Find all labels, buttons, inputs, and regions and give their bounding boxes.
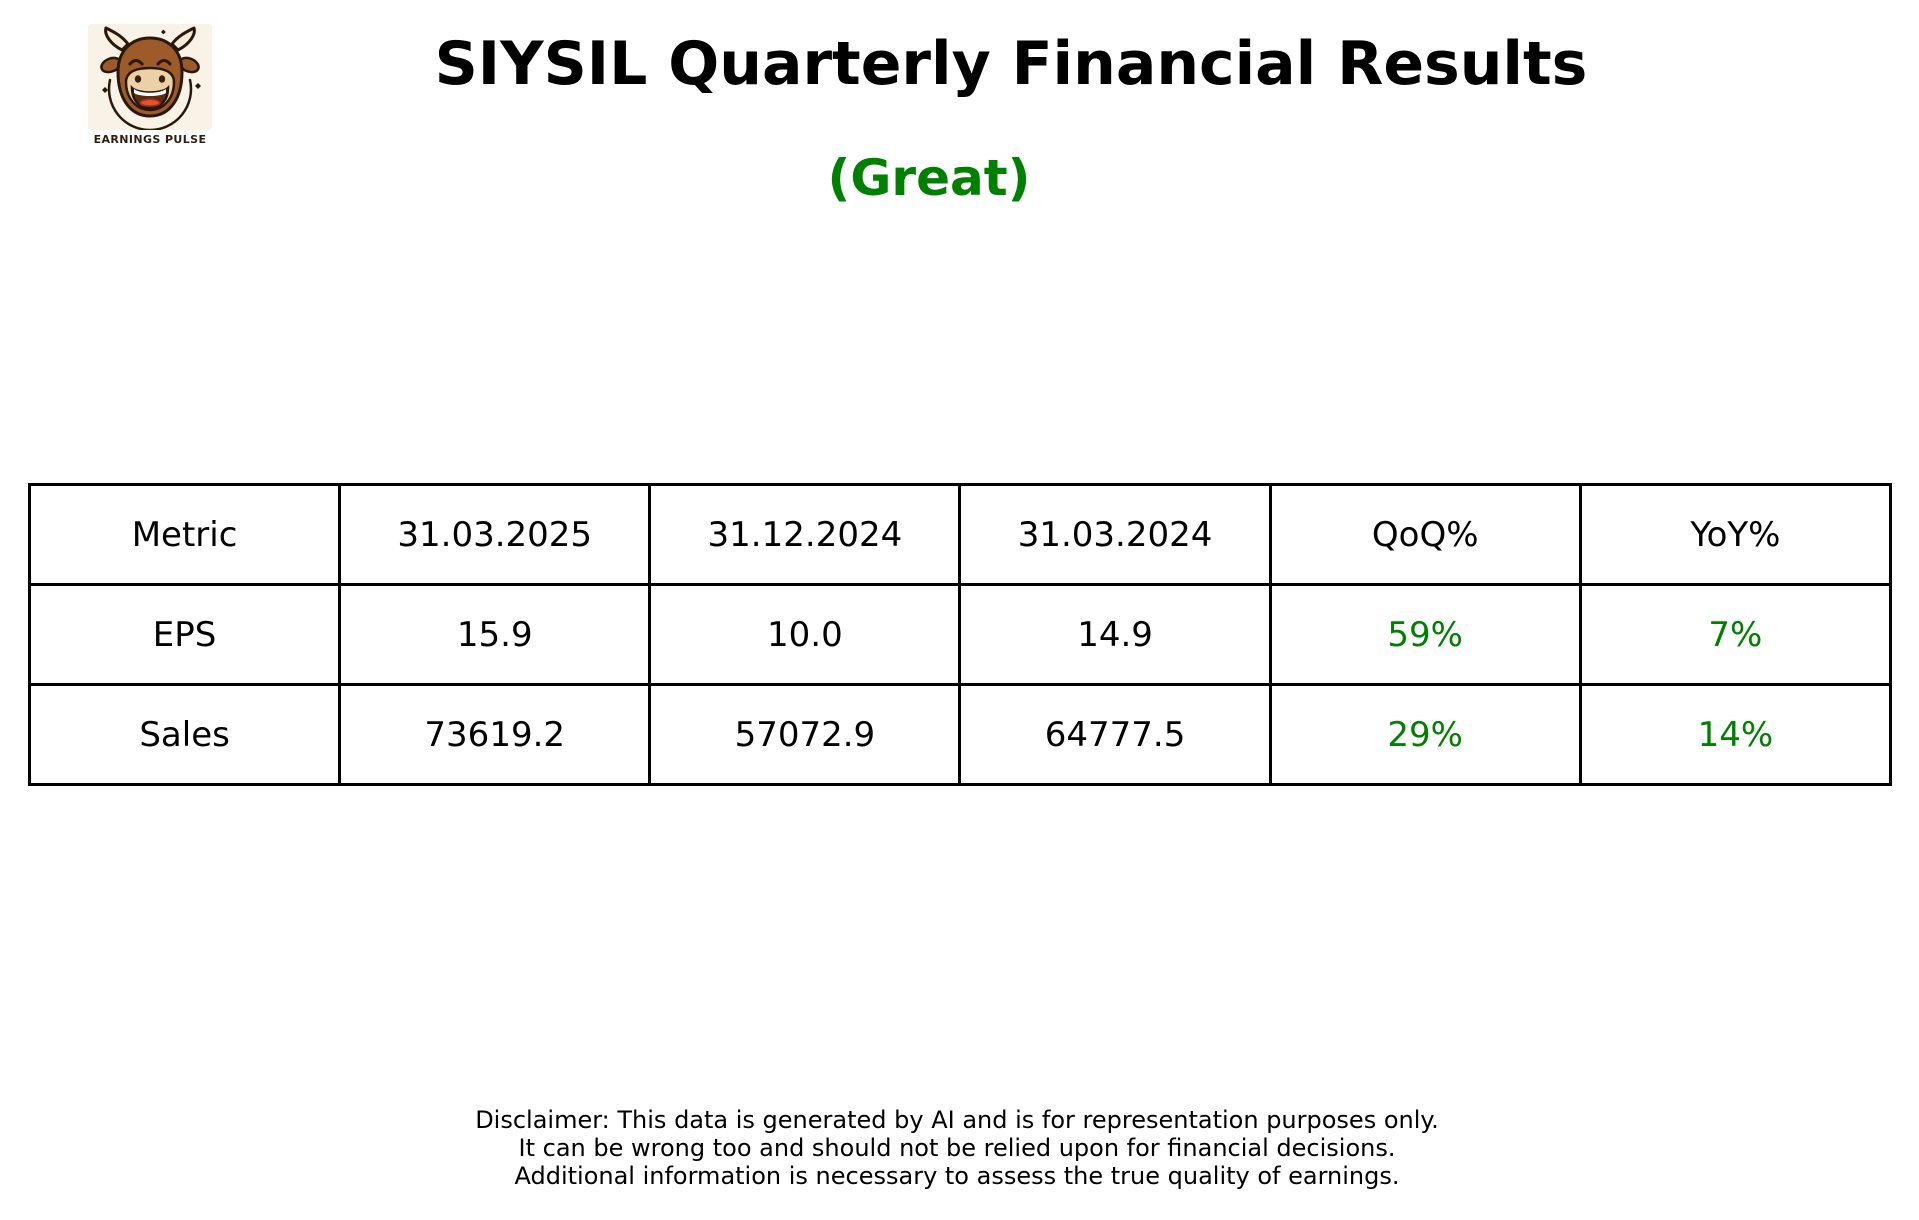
- table-cell: 15.9: [338, 583, 652, 686]
- disclaimer-line: Disclaimer: This data is generated by AI…: [475, 1106, 1439, 1134]
- qoq-value-cell: 59%: [1268, 583, 1582, 686]
- yoy-value-cell: 7%: [1578, 583, 1893, 686]
- qoq-value-cell: 29%: [1268, 683, 1582, 786]
- verdict-label: (Great): [827, 149, 1031, 207]
- table-header-row: Metric 31.03.2025 31.12.2024 31.03.2024 …: [27, 483, 1893, 586]
- table-row-sales: Sales 73619.2 57072.9 64777.5 29% 14%: [27, 683, 1893, 786]
- earnings-pulse-logo: EARNINGS PULSE: [88, 24, 212, 146]
- header-cell-q-previous: 31.12.2024: [648, 483, 962, 586]
- table-cell: 64777.5: [958, 683, 1272, 786]
- brand-name: EARNINGS PULSE: [93, 133, 207, 146]
- disclaimer-line: It can be wrong too and should not be re…: [518, 1134, 1396, 1162]
- header-cell-metric: Metric: [27, 483, 342, 586]
- results-table: Metric 31.03.2025 31.12.2024 31.03.2024 …: [27, 483, 1893, 786]
- disclaimer: Disclaimer: This data is generated by AI…: [475, 1106, 1439, 1190]
- table-cell: 14.9: [958, 583, 1272, 686]
- table-cell: 10.0: [648, 583, 962, 686]
- disclaimer-line: Additional information is necessary to a…: [514, 1162, 1400, 1190]
- metric-cell: Sales: [27, 683, 342, 786]
- metric-cell: EPS: [27, 583, 342, 686]
- table-row-eps: EPS 15.9 10.0 14.9 59% 7%: [27, 583, 1893, 686]
- header-cell-qoq: QoQ%: [1268, 483, 1582, 586]
- page-title: SIYSIL Quarterly Financial Results: [434, 29, 1588, 99]
- bull-mascot-icon: [88, 24, 212, 130]
- header-cell-yoy: YoY%: [1578, 483, 1893, 586]
- table-cell: 73619.2: [338, 683, 652, 786]
- header-cell-q-yearago: 31.03.2024: [958, 483, 1272, 586]
- yoy-value-cell: 14%: [1578, 683, 1893, 786]
- table-cell: 57072.9: [648, 683, 962, 786]
- header-cell-q-current: 31.03.2025: [338, 483, 652, 586]
